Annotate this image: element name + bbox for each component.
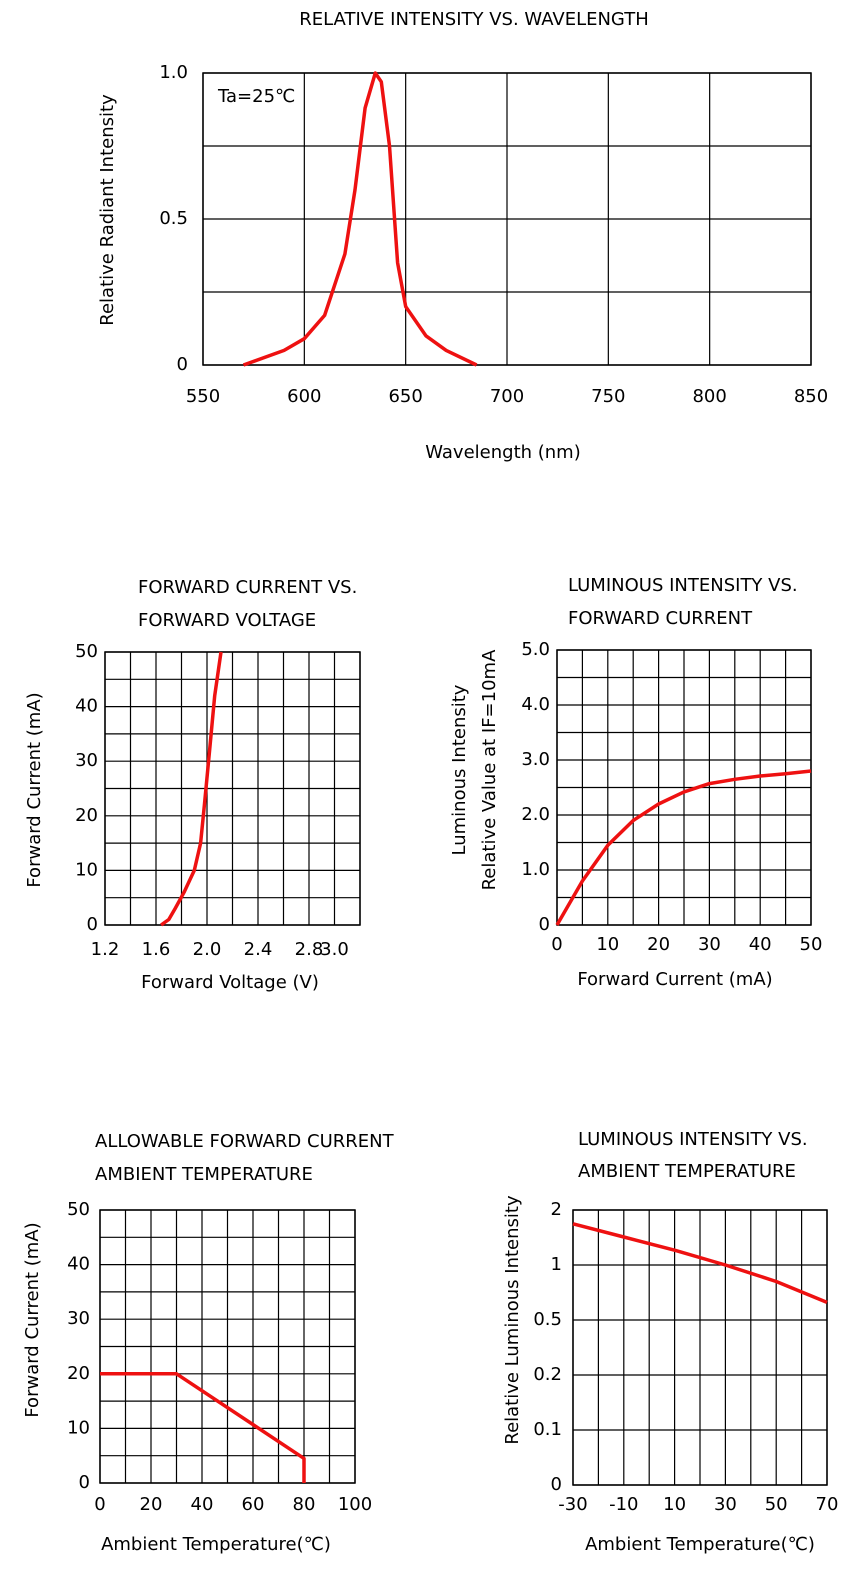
chart-title: AMBIENT TEMPERATURE	[578, 1161, 796, 1182]
x-tick-label: 3.0	[320, 939, 349, 960]
x-tick-label: 550	[186, 386, 220, 407]
y-axis-label: Relative Value at IF=10mA	[479, 649, 500, 890]
x-tick-label: 50	[800, 934, 823, 955]
y-tick-label: 50	[75, 641, 98, 662]
x-tick-label: 20	[647, 934, 670, 955]
data-line	[242, 71, 478, 367]
x-axis-label: Ambient Temperature(℃)	[585, 1534, 815, 1555]
y-tick-label: 4.0	[521, 694, 550, 715]
chart-title: RELATIVE INTENSITY VS. WAVELENGTH	[299, 9, 649, 30]
y-tick-label: 1.0	[159, 62, 188, 83]
x-tick-label: 100	[338, 1494, 372, 1515]
data-line	[555, 769, 812, 926]
plot-frame	[202, 72, 812, 366]
y-tick-label: 0	[551, 1474, 562, 1495]
y-axis-label: Forward Current (mA)	[22, 1222, 43, 1417]
x-tick-label: 600	[287, 386, 321, 407]
y-tick-label: 0.2	[533, 1364, 562, 1385]
x-tick-label: 0	[551, 934, 562, 955]
y-axis-label: Relative Radiant Intensity	[97, 94, 118, 326]
x-axis-label: Forward Voltage (V)	[141, 972, 319, 993]
chart-title: LUMINOUS INTENSITY VS.	[568, 575, 798, 596]
y-tick-label: 2.0	[521, 804, 550, 825]
y-tick-label: 0.1	[533, 1419, 562, 1440]
y-tick-label: 1	[551, 1254, 562, 1275]
x-tick-label: 2.8	[295, 939, 324, 960]
x-tick-label: 40	[191, 1494, 214, 1515]
x-tick-label: 0	[94, 1494, 105, 1515]
plot-frame	[104, 651, 361, 926]
y-tick-label: 10	[75, 859, 98, 880]
x-tick-label: 10	[596, 934, 619, 955]
y-axis-label: Forward Current (mA)	[24, 692, 45, 887]
y-axis-label: Relative Luminous Intensity	[502, 1195, 523, 1445]
y-tick-label: 20	[75, 805, 98, 826]
y-tick-label: 0	[177, 354, 188, 375]
x-tick-label: 30	[714, 1494, 737, 1515]
y-tick-label: 10	[67, 1417, 90, 1438]
plot-frame	[556, 649, 812, 926]
chart-title: FORWARD VOLTAGE	[138, 610, 316, 631]
x-tick-label: 2.4	[244, 939, 273, 960]
y-tick-label: 5.0	[521, 639, 550, 660]
y-tick-label: 30	[75, 750, 98, 771]
annotation: Ta=25℃	[217, 86, 295, 107]
x-tick-label: 750	[591, 386, 625, 407]
y-tick-label: 0.5	[159, 208, 188, 229]
data-line	[100, 1372, 306, 1483]
x-tick-label: 1.2	[91, 939, 120, 960]
y-tick-label: 0	[539, 914, 550, 935]
x-tick-label: -30	[558, 1494, 587, 1515]
x-axis-label: Ambient Temperature(℃)	[101, 1534, 331, 1555]
y-tick-label: 50	[67, 1199, 90, 1220]
x-tick-label: 700	[490, 386, 524, 407]
x-tick-label: 40	[749, 934, 772, 955]
y-tick-label: 0	[87, 914, 98, 935]
x-tick-label: 650	[388, 386, 422, 407]
x-tick-label: 1.6	[142, 939, 171, 960]
x-tick-label: 60	[242, 1494, 265, 1515]
chart-title: ALLOWABLE FORWARD CURRENT	[95, 1131, 395, 1152]
y-tick-label: 30	[67, 1308, 90, 1329]
data-line	[572, 1222, 828, 1305]
x-tick-label: 30	[698, 934, 721, 955]
y-tick-label: 20	[67, 1363, 90, 1384]
x-tick-label: 10	[663, 1494, 686, 1515]
chart-title: FORWARD CURRENT	[568, 608, 753, 629]
chart-title: AMBIENT TEMPERATURE	[95, 1164, 313, 1185]
y-axis-label: Luminous Intensity	[449, 684, 470, 855]
x-tick-label: 800	[692, 386, 726, 407]
x-tick-label: 50	[765, 1494, 788, 1515]
y-tick-label: 40	[75, 696, 98, 717]
y-tick-label: 1.0	[521, 859, 550, 880]
data-line	[160, 651, 223, 927]
plot-frame	[572, 1209, 828, 1486]
x-axis-label: Wavelength (nm)	[425, 442, 581, 463]
y-tick-label: 3.0	[521, 749, 550, 770]
x-tick-label: 850	[794, 386, 828, 407]
x-tick-label: 70	[816, 1494, 839, 1515]
y-tick-label: 40	[67, 1254, 90, 1275]
chart-title: LUMINOUS INTENSITY VS.	[578, 1129, 808, 1150]
y-tick-label: 2	[551, 1199, 562, 1220]
y-tick-label: 0	[79, 1472, 90, 1493]
x-axis-label: Forward Current (mA)	[577, 969, 772, 990]
x-tick-label: 2.0	[193, 939, 222, 960]
x-tick-label: 80	[293, 1494, 316, 1515]
y-tick-label: 0.5	[533, 1309, 562, 1330]
x-tick-label: 20	[140, 1494, 163, 1515]
plot-frame	[99, 1209, 356, 1484]
chart-title: FORWARD CURRENT VS.	[138, 577, 357, 598]
x-tick-label: -10	[609, 1494, 638, 1515]
